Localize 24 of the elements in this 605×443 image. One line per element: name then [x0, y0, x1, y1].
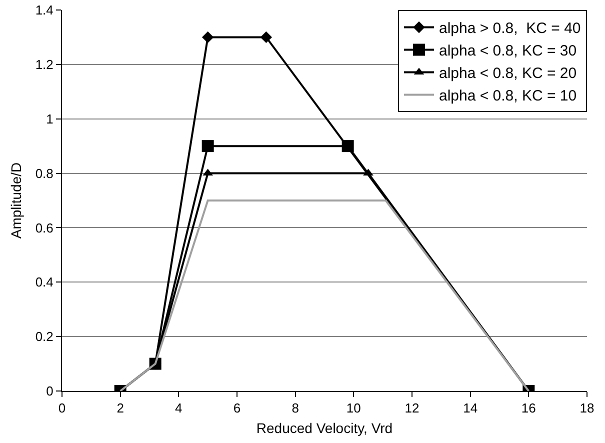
x-tick-label: 14	[463, 400, 478, 416]
y-tick-label: 0.6	[35, 220, 54, 236]
x-tick-label: 2	[116, 400, 124, 416]
legend-label: alpha < 0.8, KC = 20	[439, 65, 577, 82]
y-tick-label: 0.2	[35, 329, 54, 344]
x-tick-label: 16	[521, 400, 536, 416]
x-tick-label: 6	[233, 400, 241, 416]
x-tick-label: 10	[346, 400, 361, 416]
y-tick-label: 1	[46, 111, 54, 126]
x-tick-label: 8	[292, 400, 299, 416]
y-tick-label: 0	[46, 384, 54, 399]
legend-label: alpha < 0.8, KC = 30	[439, 42, 577, 60]
x-tick-label: 0	[58, 400, 66, 416]
x-tick-label: 12	[404, 400, 420, 416]
legend-label: alpha > 0.8, KC = 40	[439, 20, 581, 38]
y-tick-label: 0.8	[35, 166, 54, 181]
legend-label: alpha < 0.8, KC = 10	[439, 88, 577, 105]
y-tick-label: 1.4	[35, 2, 54, 18]
y-tick-label: 0.4	[35, 274, 54, 290]
y-tick-label: 1.2	[35, 56, 54, 72]
x-axis-title: Reduced Velocity, Vrd	[256, 420, 393, 436]
x-tick-label: 4	[175, 400, 182, 416]
y-axis-title: Amplitude/D	[8, 162, 24, 239]
x-tick-label: 18	[580, 400, 594, 416]
